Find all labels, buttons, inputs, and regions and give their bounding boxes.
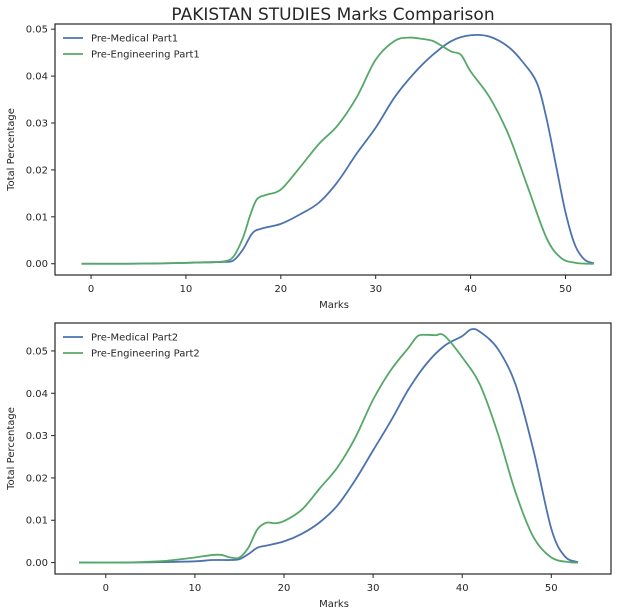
y-tick-label: 0.03 <box>26 118 48 129</box>
axes-frame <box>54 23 612 276</box>
x-axis-label: Marks <box>319 599 349 610</box>
x-tick-label: 0 <box>88 284 94 295</box>
y-axis-label: Total Percentage <box>6 108 17 192</box>
y-tick-label: 0.04 <box>26 389 48 400</box>
y-tick-label: 0.01 <box>26 212 48 223</box>
y-tick-label: 0.04 <box>26 72 48 83</box>
y-tick-label: 0.05 <box>26 25 48 36</box>
x-tick-label: 50 <box>559 284 572 295</box>
x-tick-label: 0 <box>103 583 109 594</box>
x-tick-label: 40 <box>464 284 477 295</box>
series-line-1 <box>79 328 579 564</box>
x-tick-label: 20 <box>274 284 287 295</box>
y-axis-label: Total Percentage <box>6 407 17 491</box>
y-tick-label: 0.05 <box>26 346 48 357</box>
legend-label-1: Pre-Medical Part1 <box>91 34 178 45</box>
figure-title: PAKISTAN STUDIES Marks Comparison <box>171 5 494 25</box>
series-line-2 <box>79 333 579 564</box>
series-line-1 <box>81 33 595 265</box>
x-tick-label: 20 <box>278 583 291 594</box>
y-tick-label: 0.00 <box>26 558 48 569</box>
y-tick-label: 0.01 <box>26 516 48 527</box>
x-tick-label: 50 <box>545 583 558 594</box>
x-tick-label: 30 <box>367 583 380 594</box>
y-tick-label: 0.03 <box>26 431 48 442</box>
legend: Pre-Medical Part2 Pre-Engineering Part2 <box>63 333 200 360</box>
y-tick-label: 0.02 <box>26 165 48 176</box>
chart-panel-2: 0 10 20 30 40 50 0.00 0.01 0.02 0.03 0.04 0.05 Marks… <box>6 322 612 610</box>
x-tick-label: 40 <box>456 583 469 594</box>
chart-panel-1: 0 10 20 30 40 50 0.00 0.01 0.02 0.03 0.04 0.05 Marks… <box>6 23 612 311</box>
axes-frame <box>54 322 612 575</box>
legend: Pre-Medical Part1 Pre-Engineering Part1 <box>63 34 200 61</box>
x-tick-label: 10 <box>180 284 193 295</box>
y-tick-label: 0.02 <box>26 473 48 484</box>
legend-label-2: Pre-Engineering Part1 <box>91 50 200 61</box>
legend-label-1: Pre-Medical Part2 <box>91 333 178 344</box>
legend-label-2: Pre-Engineering Part2 <box>91 349 200 360</box>
x-tick-label: 30 <box>369 284 382 295</box>
x-tick-label: 10 <box>189 583 202 594</box>
series-line-2 <box>81 36 594 265</box>
x-axis-label: Marks <box>319 300 349 311</box>
y-tick-label: 0.00 <box>26 259 48 270</box>
